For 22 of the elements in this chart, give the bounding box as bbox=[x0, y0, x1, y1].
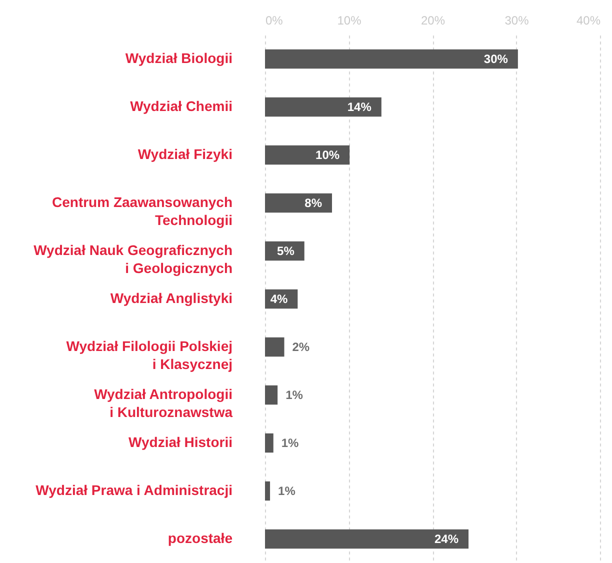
y-tick-label: pozostałe bbox=[168, 530, 233, 546]
data-label: 14% bbox=[347, 100, 372, 114]
y-tick-label: Wydział Filologii Polskiej i Klasycznej bbox=[66, 338, 232, 372]
y-tick-label: Wydział Nauk Geograficznych i Geologicznych bbox=[34, 242, 232, 276]
data-label: 30% bbox=[484, 52, 508, 66]
y-tick-label: Wydział Prawa i Administracji bbox=[36, 482, 232, 498]
data-label: 5% bbox=[277, 244, 295, 258]
y-tick-label: Wydział Fizyki bbox=[138, 146, 232, 162]
data-label: 1% bbox=[278, 484, 296, 498]
data-label: 1% bbox=[286, 388, 304, 402]
y-tick-label: Wydział Historii bbox=[128, 434, 232, 450]
data-label: 24% bbox=[434, 532, 459, 546]
y-tick-label: Wydział Chemii bbox=[130, 98, 232, 114]
y-tick-label: Wydział Biologii bbox=[125, 50, 232, 66]
data-label: 2% bbox=[292, 340, 310, 354]
data-label: 8% bbox=[304, 196, 322, 210]
data-label: 1% bbox=[281, 436, 300, 450]
data-label: 10% bbox=[316, 148, 340, 162]
y-tick-label: Wydział Antropologii i Kulturoznawstwa bbox=[94, 386, 233, 420]
y-tick-label: Centrum Zaawansowanych Technologii bbox=[52, 194, 232, 228]
y-tick-label: Wydział Anglistyki bbox=[110, 290, 232, 306]
data-label: 4% bbox=[270, 292, 288, 306]
